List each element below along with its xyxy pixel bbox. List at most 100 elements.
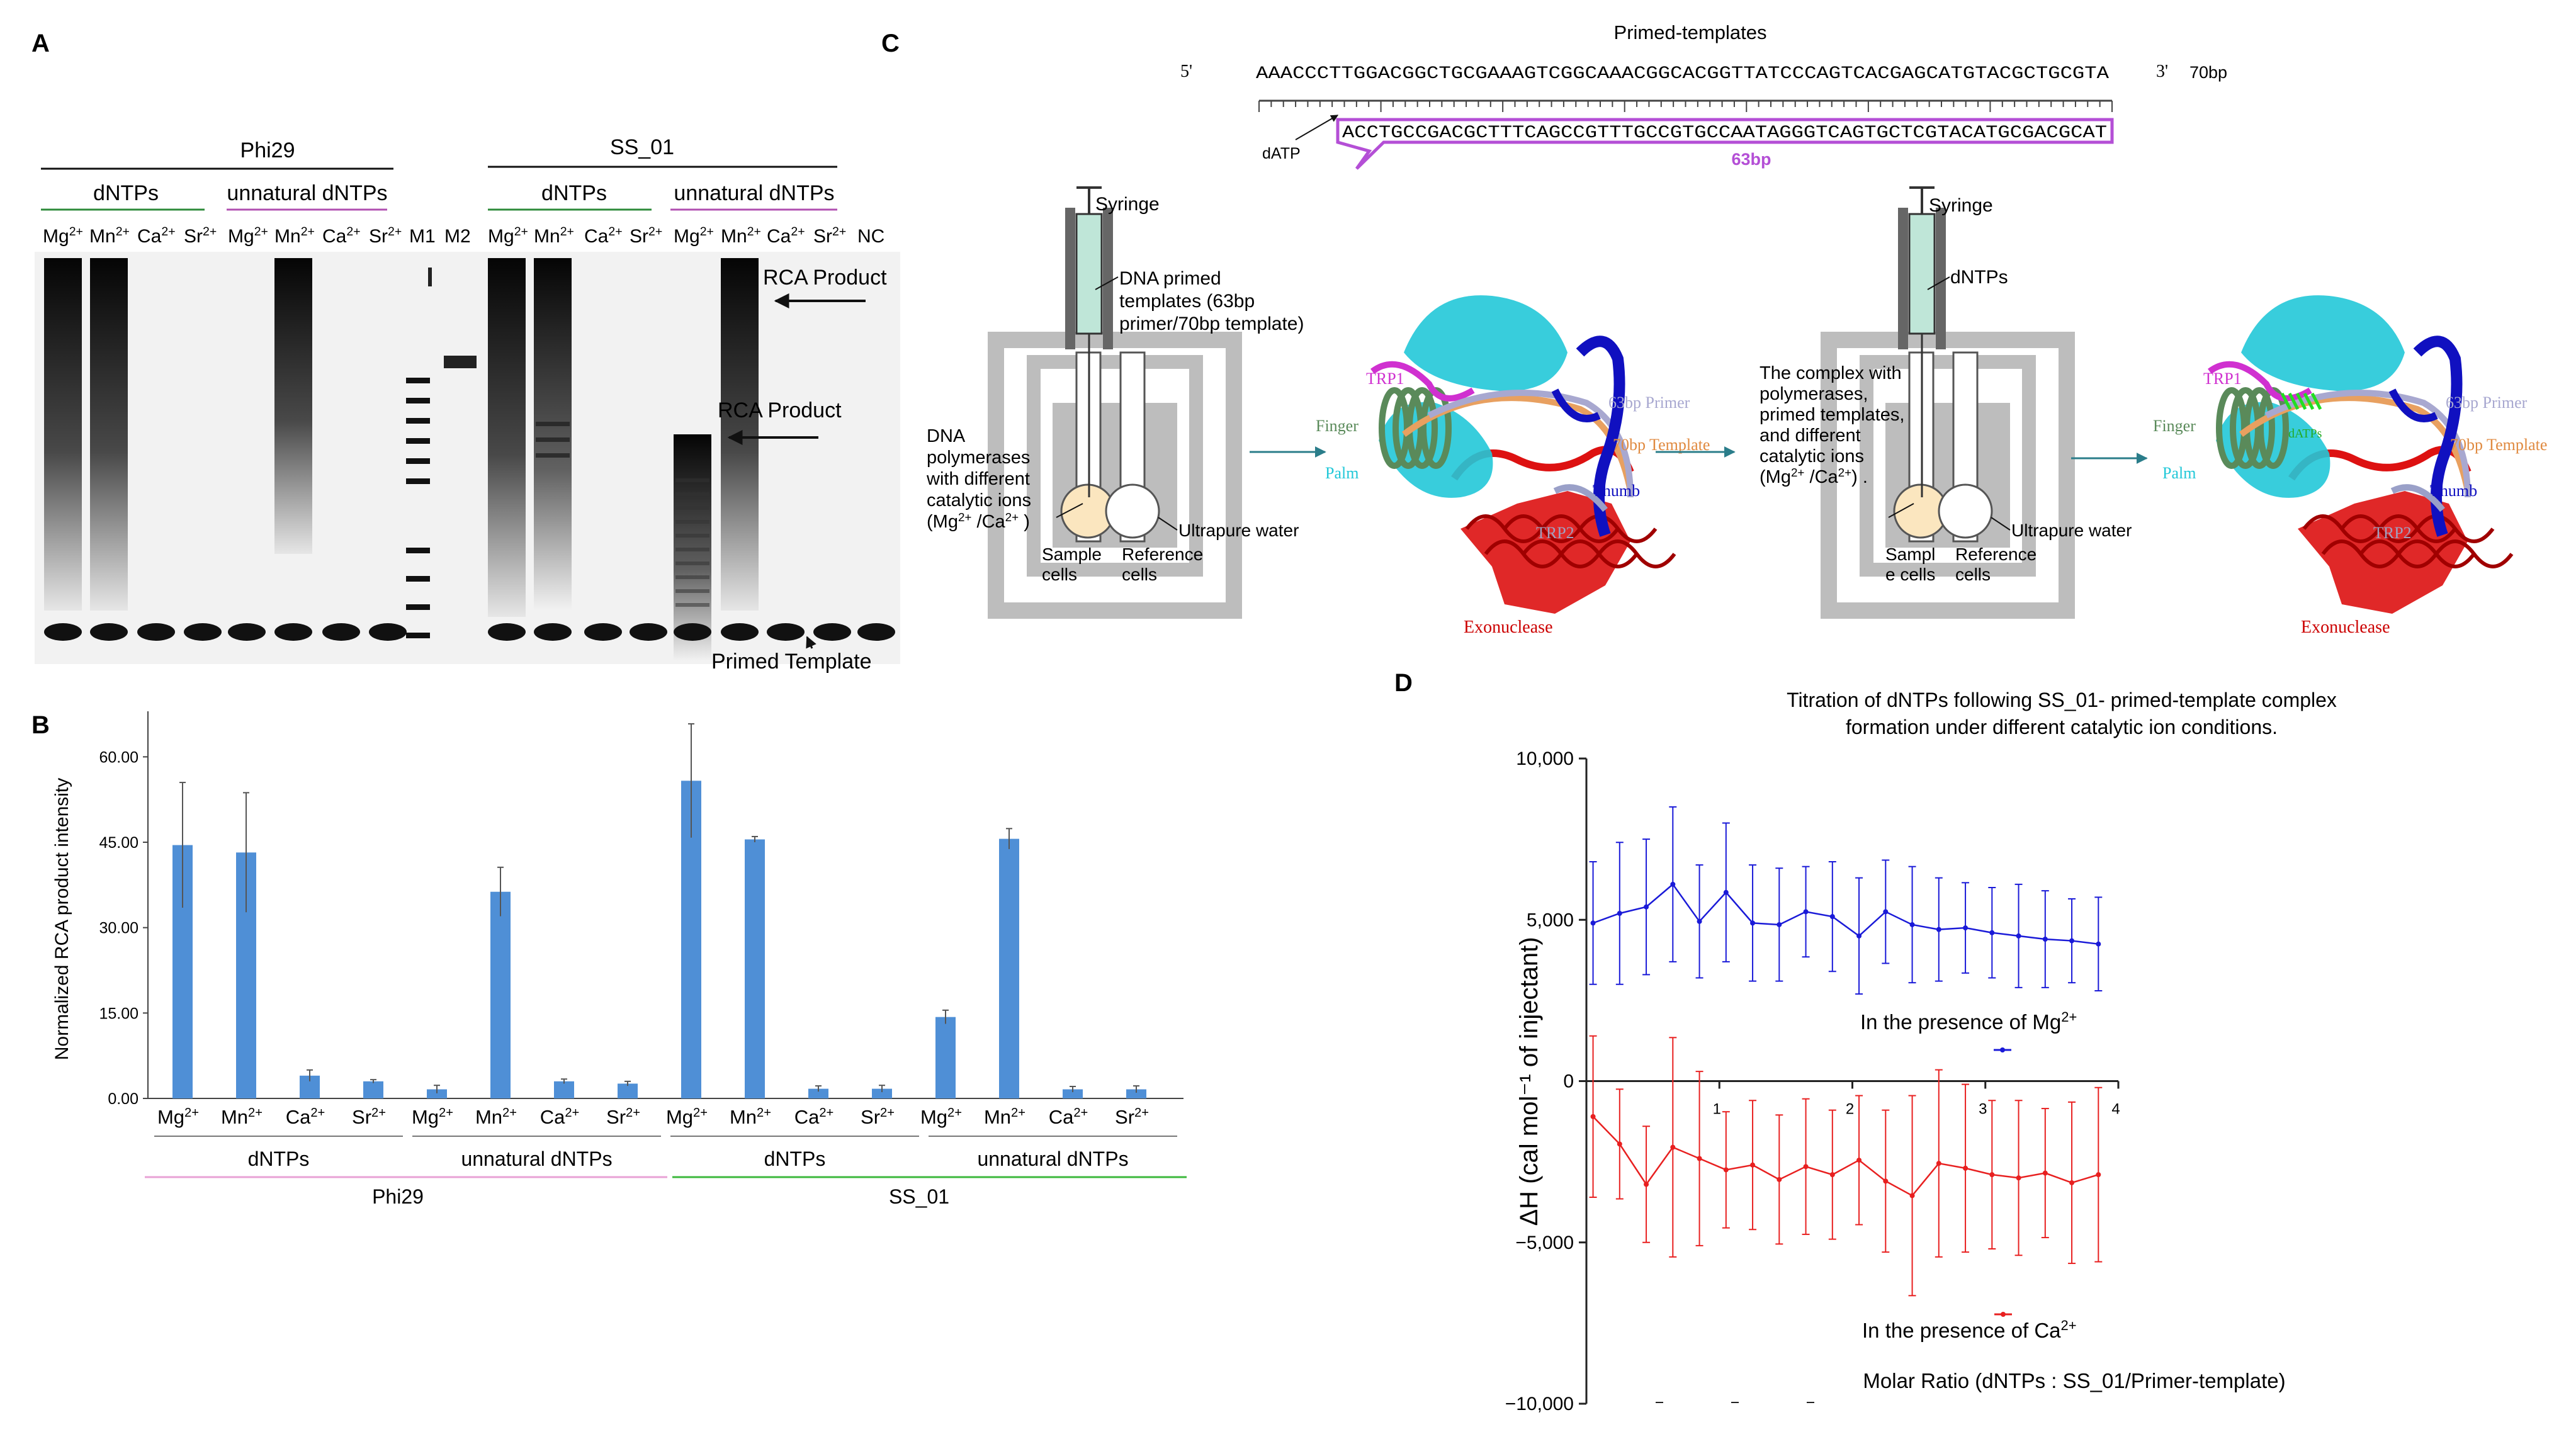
primer-length: 63bp [1731, 150, 1771, 169]
b-ytick-label-0: 0.00 [108, 1090, 138, 1108]
exo-helix-7 [2434, 539, 2514, 568]
panel-a-label: A [31, 30, 50, 57]
gel-template-band-16 [857, 623, 895, 641]
d-point-0-10 [1856, 933, 1862, 939]
lane-label-m2: M2 [444, 226, 471, 247]
primed-templates-title: Primed-templates [1614, 21, 1767, 43]
d-point-1-13 [1936, 1161, 1941, 1166]
phi29-dntps-header: dNTPs [93, 181, 159, 205]
lane-label-phi29-4: Mg2+ [228, 225, 268, 247]
lane-label-ss01-5: Mn2+ [721, 225, 761, 247]
bar-category-10: Ca2+ [794, 1106, 834, 1128]
thumb-label: Thumb [1593, 482, 1640, 500]
d-ytick-label-0: 10,000 [1516, 748, 1574, 769]
gel-ladder-12-4 [675, 534, 709, 538]
gel-template-band-7 [369, 623, 407, 641]
gel-smear-13 [721, 258, 759, 611]
d-ca-legend-marker [2001, 1312, 2006, 1317]
left-syringe-pointer [1095, 276, 1119, 290]
d-point-1-3 [1670, 1144, 1676, 1150]
d-point-0-17 [2042, 937, 2048, 942]
ss01-header: SS_01 [610, 135, 674, 159]
trp2-loop [1553, 484, 1608, 512]
d-xtick-label-3: 4 [2111, 1101, 2120, 1118]
gel-template-band-9 [534, 623, 572, 641]
m1-band-6 [406, 548, 430, 553]
datp-stick-4 [2310, 392, 2322, 410]
bar-category-2: Ca2+ [286, 1106, 325, 1128]
gel-template-band-3 [184, 623, 222, 641]
bar-category-7: Sr2+ [606, 1106, 640, 1128]
bar-12 [935, 1017, 956, 1098]
lane-label-phi29-3: Sr2+ [184, 225, 217, 247]
gel-band-9-2 [536, 453, 570, 458]
palm-label: Palm [2162, 464, 2196, 482]
exonuclease-label: Exonuclease [2301, 618, 2390, 637]
left-syringe-line-0: DNA primed [1119, 268, 1221, 289]
m1-band-3 [406, 438, 430, 444]
ultrapure-right: Ultrapure water [2011, 521, 2132, 540]
d-point-1-17 [2042, 1170, 2048, 1176]
d-point-1-5 [1723, 1167, 1729, 1173]
bar-7 [618, 1083, 638, 1098]
gel-template-band-14 [767, 623, 805, 641]
d-mg-legend: In the presence of Mg2+ [1860, 1009, 2077, 1034]
bar-category-3: Sr2+ [352, 1106, 386, 1128]
m1-band-5 [406, 478, 430, 484]
trp2-loop [2390, 484, 2445, 512]
exonuclease-label: Exonuclease [1464, 618, 1553, 637]
ultrapure-left: Ultrapure water [1178, 521, 1299, 540]
gel-ladder-12-9 [675, 603, 709, 607]
bar-category-11: Sr2+ [861, 1106, 895, 1128]
bar-category-4: Mg2+ [412, 1106, 453, 1128]
d-point-0-1 [1617, 911, 1622, 916]
datp-label: dATP [1262, 145, 1301, 162]
lane-label-phi29-6: Ca2+ [322, 225, 361, 247]
bar-category-6: Ca2+ [540, 1106, 580, 1128]
gel-ladder-12-8 [675, 589, 709, 593]
rca-product-label-mid: RCA Product [718, 398, 842, 422]
right-syringe-pointer [1927, 276, 1950, 290]
bar-3 [363, 1081, 383, 1098]
bar-category-13: Mn2+ [984, 1106, 1025, 1128]
right-sample-cells-label: Sample cells [1885, 544, 1935, 584]
d-point-0-15 [1989, 930, 1995, 935]
bar-chart: 0.00 15.00 30.00 45.00 60.00 Mg2+ Mn2+ Ca2+ Sr2+… [99, 711, 1187, 1208]
d-series-line-1 [1592, 1116, 2099, 1197]
d-point-0-6 [1750, 920, 1756, 926]
ss01-dntps-header: dNTPs [541, 181, 607, 205]
lane-label-phi29-1: Mn2+ [89, 225, 130, 247]
bar-category-9: Mn2+ [730, 1106, 771, 1128]
template-label: 70bp Template [2450, 436, 2547, 454]
phi29-unnatural-header: unnatural dNTPs [227, 181, 387, 205]
gel-ladder-12-6 [675, 561, 709, 565]
d-point-0-9 [1829, 914, 1835, 920]
right-cell-line-1: polymerases, [1760, 384, 1868, 404]
lane-labels: Mg2+ Mn2+ Ca2+ Sr2+ Mg2+ Mn2+ Ca2+ Sr2+ M1 M2 Mg2+… [43, 225, 884, 247]
panel-d-title-line1: Titration of dNTPs following SS_01- prim… [1787, 689, 2337, 711]
panel-d-xlabel: Molar Ratio (dNTPs : SS_01/Primer-templa… [1863, 1369, 2285, 1392]
itc-apparatus-left [988, 186, 1242, 619]
primer-box [1336, 118, 2114, 170]
right-sample-pointer [1888, 503, 1914, 518]
d-point-1-10 [1856, 1158, 1862, 1163]
gel-ladder-12-0 [675, 478, 709, 482]
lane-label-phi29-0: Mg2+ [43, 225, 83, 247]
trp1-label: TRP1 [2203, 369, 2242, 388]
right-sample-line-0: Sampl [1885, 544, 1935, 564]
bar-category-0: Mg2+ [157, 1106, 199, 1128]
thumb-loop [1551, 388, 1601, 422]
d-point-1-9 [1829, 1172, 1835, 1178]
b-group-label-0: dNTPs [248, 1148, 310, 1170]
d-point-1-7 [1777, 1176, 1782, 1182]
d-xtick-label-0: 1 [1713, 1101, 1721, 1118]
gel-smear-8 [488, 258, 526, 617]
bar-15 [1126, 1089, 1146, 1098]
panel-d-title-line2: formation under different catalytic ion … [1846, 716, 2278, 738]
b-ytick-label-3: 45.00 [99, 834, 138, 852]
d-point-1-15 [1989, 1172, 1995, 1178]
gel-smear-9 [534, 258, 572, 611]
left-cell-line-4: (Mg2+ /Ca2+ ) [927, 510, 1030, 533]
d-point-1-11 [1883, 1178, 1889, 1184]
